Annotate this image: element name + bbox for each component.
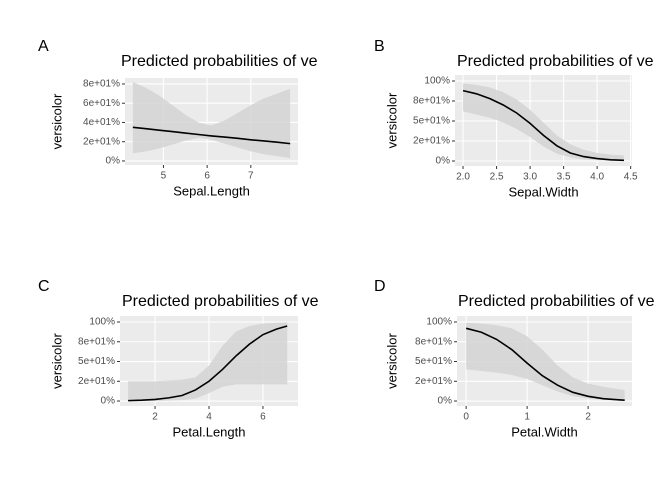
x-tick-label: 2.0 (456, 172, 470, 183)
y-tick-label: 2e+01% (78, 376, 115, 387)
x-axis-label: Petal.Length (172, 424, 245, 439)
confidence-band (466, 322, 625, 401)
x-tick-label: 0 (463, 412, 469, 423)
x-tick-label: 4.5 (624, 172, 638, 183)
panel: 0% 2e+01% 5e+01% 8e+01% 100% 0 1 2 D Predicted pr… (374, 278, 655, 439)
chart-title: Predicted probabilities of ve (457, 53, 654, 70)
y-tick-label: 0% (106, 156, 121, 167)
y-tick-label: 8e+01% (78, 336, 115, 347)
y-tick-label: 8e+01% (415, 336, 452, 347)
y-tick-label: 100% (426, 317, 452, 328)
y-tick-label: 8e+01% (413, 96, 450, 107)
x-tick-label: 6 (204, 171, 210, 182)
y-tick-label: 0% (101, 396, 116, 407)
x-tick-label: 1 (524, 412, 530, 423)
y-tick-label: 2e+01% (83, 136, 120, 147)
y-tick-label: 8e+01% (83, 79, 120, 90)
y-tick-label: 4e+01% (83, 117, 120, 128)
panel-tag: A (38, 38, 49, 55)
y-tick-label: 5e+01% (413, 116, 450, 127)
panel: 0% 2e+01% 5e+01% 8e+01% 100% 2.0 2.5 3.0 3.5 4.0 4… (374, 38, 654, 199)
y-axis-label: versicolor (49, 333, 64, 389)
confidence-band (128, 322, 288, 402)
x-tick-label: 5 (161, 171, 167, 182)
x-tick-label: 2.5 (490, 172, 504, 183)
panel: 0% 2e+01% 5e+01% 8e+01% 100% 2 4 6 C Predicted pr… (38, 278, 319, 439)
chart-title: Predicted probabilities of ve (121, 53, 318, 70)
confidence-band (463, 83, 624, 161)
prediction-line (128, 325, 288, 402)
panel: 0% 2e+01% 4e+01% 6e+01% 8e+01% 5 6 7 A Predicted … (38, 38, 318, 198)
x-tick-label: 2 (585, 412, 591, 423)
chart-title: Predicted probabilities of ve (122, 293, 319, 310)
prediction-line (132, 126, 291, 145)
panel-tag: B (374, 38, 385, 55)
y-tick-label: 5e+01% (78, 356, 115, 367)
x-tick-label: 3.0 (523, 172, 537, 183)
panel-tag: C (38, 278, 50, 295)
y-tick-label: 5e+01% (415, 356, 452, 367)
x-axis-label: Sepal.Length (173, 183, 250, 198)
x-axis-label: Sepal.Width (508, 184, 578, 199)
y-tick-label: 0% (436, 156, 451, 167)
y-axis-label: versicolor (384, 333, 399, 389)
x-axis-label: Petal.Width (511, 424, 577, 439)
y-tick-label: 2e+01% (415, 376, 452, 387)
y-tick-label: 6e+01% (83, 98, 120, 109)
y-tick-label: 0% (438, 396, 453, 407)
prediction-line (465, 327, 625, 402)
y-axis-label: versicolor (384, 92, 399, 148)
x-tick-label: 2 (152, 412, 158, 423)
panel-tag: D (374, 278, 386, 295)
x-tick-label: 3.5 (557, 172, 571, 183)
chart-title: Predicted probabilities of ve (458, 293, 655, 310)
x-tick-label: 7 (248, 171, 254, 182)
x-tick-label: 4 (206, 412, 212, 423)
prediction-line (462, 89, 624, 162)
y-tick-label: 100% (424, 76, 450, 87)
x-tick-label: 6 (260, 412, 266, 423)
x-tick-label: 4.0 (590, 172, 604, 183)
y-tick-label: 2e+01% (413, 136, 450, 147)
y-axis-label: versicolor (49, 93, 64, 149)
y-tick-label: 100% (89, 317, 115, 328)
